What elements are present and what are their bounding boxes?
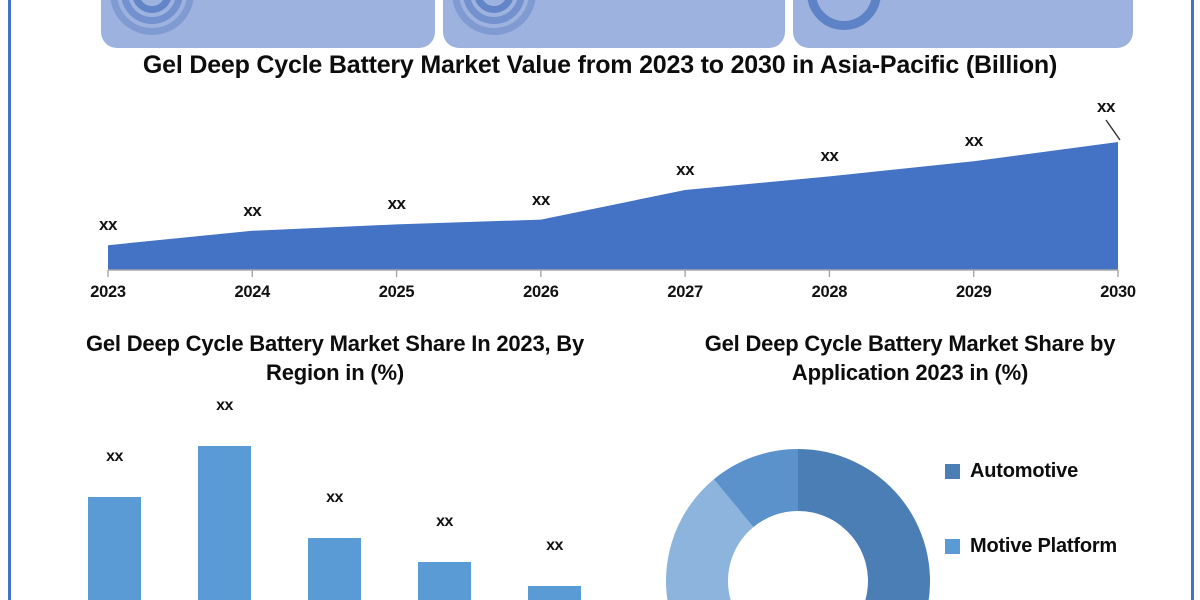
- bar-data-label: xx: [436, 513, 453, 531]
- area-data-label: xx: [1097, 97, 1115, 116]
- bar-data-label: xx: [216, 396, 233, 414]
- area-axis-label: 2027: [667, 283, 703, 301]
- area-data-label: xx: [243, 200, 262, 220]
- ring-icon: [805, 0, 883, 32]
- donut-chart-plot: [653, 436, 943, 600]
- frame-rule-right: [1191, 0, 1194, 600]
- legend-label: Motive Platform: [970, 535, 1118, 557]
- area-chart-svg: [107, 119, 1121, 277]
- bar: [198, 445, 251, 600]
- bar-data-label: xx: [106, 448, 123, 466]
- legend-label: Automotive: [970, 460, 1079, 482]
- donut-chart-legend: Automotive Motive Platform: [945, 460, 1195, 600]
- area-axis-label: 2026: [523, 283, 559, 301]
- area-axis-label: 2029: [955, 283, 992, 301]
- area-axis-label: 2028: [811, 283, 848, 301]
- area-data-label: xx: [531, 189, 550, 209]
- legend-item: Motive Platform: [945, 535, 1195, 558]
- donut-chart-svg: [666, 449, 930, 600]
- area-axis-label: 2030: [1100, 283, 1136, 301]
- bar: [418, 562, 471, 600]
- area-data-label: xx: [676, 160, 695, 179]
- area-chart-title: Gel Deep Cycle Battery Market Value from…: [142, 51, 1058, 79]
- area-data-label: xx: [99, 215, 117, 235]
- area-data-label: xx: [964, 131, 983, 151]
- area-axis-label: 2024: [234, 283, 271, 301]
- stat-card-3-text: BN in 2030: [891, 0, 1121, 5]
- area-chart-plot: xx xx xx xx xx xx xx xx 2023 2024 2025 2026 2027 202…: [0, 50, 1200, 312]
- stat-card-2: to 2030: [443, 0, 785, 48]
- bar-data-label: xx: [546, 537, 563, 555]
- donut-chart-title: Gel Deep Cycle Battery Market Share by A…: [704, 331, 1116, 385]
- area-data-label: xx: [820, 146, 839, 166]
- bar-chart-section: Gel Deep Cycle Battery Market Share In 2…: [20, 330, 640, 600]
- donut-slice: [798, 449, 930, 600]
- donut-slice: [666, 479, 754, 600]
- area-chart-section: Gel Deep Cycle Battery Market Value from…: [0, 50, 1200, 312]
- stat-card-3: BN in 2030: [793, 0, 1133, 48]
- frame-rule-left: [8, 0, 11, 600]
- legend-swatch: [945, 464, 960, 479]
- stat-card-2-text: to 2030: [541, 0, 773, 5]
- area-axis-label: 2025: [378, 283, 415, 301]
- area-axis-label: 2023: [90, 283, 126, 301]
- legend-swatch: [945, 539, 960, 554]
- bar: [528, 586, 581, 600]
- legend-item: Automotive: [945, 460, 1195, 483]
- donut-chart-section: Gel Deep Cycle Battery Market Share by A…: [640, 330, 1200, 600]
- bar: [88, 497, 141, 600]
- stat-card-row: to 2030 BN in 2030: [0, 0, 1200, 48]
- concentric-rings-icon: [452, 0, 536, 35]
- donut-slice: [713, 449, 798, 528]
- bar: [308, 538, 361, 600]
- bar-chart-title: Gel Deep Cycle Battery Market Share In 2…: [85, 331, 585, 385]
- area-data-label: xx: [387, 194, 406, 214]
- bar-data-label: xx: [326, 489, 343, 506]
- rings-icon: [110, 0, 194, 35]
- bar-chart-plot: xx xx xx xx xx: [20, 390, 640, 600]
- stat-card-1: [101, 0, 435, 48]
